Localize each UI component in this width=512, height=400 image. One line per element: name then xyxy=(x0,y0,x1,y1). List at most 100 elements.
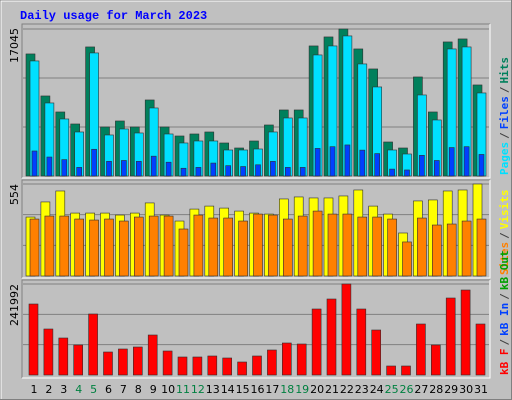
panel-bevel xyxy=(22,180,491,279)
bar xyxy=(356,308,367,376)
bar xyxy=(419,155,425,177)
x-tick-label: 21 xyxy=(325,383,339,396)
bar xyxy=(74,218,84,277)
bar xyxy=(372,216,383,277)
bar xyxy=(282,218,293,277)
bar xyxy=(404,169,410,177)
x-tick-label: 13 xyxy=(206,383,220,396)
legend-item: kB Out xyxy=(498,250,511,290)
bar xyxy=(103,351,113,376)
bar xyxy=(445,297,456,376)
bar xyxy=(192,356,203,376)
bar xyxy=(210,162,217,177)
bar xyxy=(326,298,337,376)
x-tick-label: 10 xyxy=(161,383,175,396)
bar xyxy=(147,334,158,376)
bar xyxy=(327,213,338,277)
bar xyxy=(136,161,142,177)
x-tick-label: 20 xyxy=(310,383,324,396)
x-tick-label: 17 xyxy=(265,383,279,396)
bar xyxy=(73,344,83,376)
legend: kB F / kB In / kB Out xyxy=(498,250,511,375)
bar xyxy=(281,342,292,376)
legend-item: Hits xyxy=(498,57,511,84)
legend-item: kB In xyxy=(498,303,511,336)
bar xyxy=(253,213,263,277)
bar xyxy=(238,220,248,277)
bar xyxy=(104,218,114,277)
x-tick-label: 29 xyxy=(444,383,458,396)
legend-item: kB F xyxy=(498,349,511,376)
bar xyxy=(178,228,189,277)
bar xyxy=(208,217,219,277)
bar xyxy=(446,223,457,277)
x-tick-label: 5 xyxy=(90,383,97,396)
bar xyxy=(371,329,382,376)
bar xyxy=(43,328,54,376)
bar xyxy=(44,215,55,277)
bar xyxy=(76,167,82,177)
legend-separator: / xyxy=(498,132,511,139)
bar xyxy=(177,356,188,376)
y-tick-label: 241992 xyxy=(8,284,21,326)
x-tick-label: 4 xyxy=(75,383,82,396)
panel-bevel xyxy=(21,279,490,378)
bar xyxy=(133,346,143,376)
legend-item: Pages xyxy=(498,142,511,175)
bar xyxy=(91,148,97,177)
bar xyxy=(237,361,247,376)
bar xyxy=(461,220,472,277)
bar xyxy=(195,167,202,177)
panel-bevel xyxy=(22,280,491,379)
legend-separator: / xyxy=(498,293,511,300)
x-tick-label: 6 xyxy=(105,383,112,396)
bar xyxy=(311,308,322,376)
x-tick-label: 9 xyxy=(150,383,157,396)
bar xyxy=(463,146,470,177)
x-tick-label: 16 xyxy=(251,383,265,396)
x-tick-label: 14 xyxy=(221,383,235,396)
bar xyxy=(297,215,308,277)
x-tick-label: 1 xyxy=(31,383,38,396)
bar xyxy=(150,155,157,177)
bar xyxy=(478,154,485,177)
bar xyxy=(374,153,381,177)
x-tick-label: 15 xyxy=(236,383,250,396)
bar xyxy=(223,217,233,277)
bar xyxy=(312,210,323,277)
legend-separator: / xyxy=(498,339,511,346)
bar xyxy=(28,303,39,376)
bar xyxy=(344,144,351,177)
bar xyxy=(255,164,261,177)
bar xyxy=(163,215,174,277)
bar xyxy=(284,167,291,177)
bar xyxy=(401,365,411,376)
panel-bevel xyxy=(22,24,491,179)
bar xyxy=(46,156,53,177)
bar xyxy=(106,161,112,177)
x-tick-label: 30 xyxy=(459,383,473,396)
bar xyxy=(29,218,40,277)
legend-item: Visits xyxy=(498,190,511,230)
x-tick-label: 27 xyxy=(414,383,428,396)
bar xyxy=(193,214,204,277)
bar xyxy=(134,216,144,277)
x-tick-label: 25 xyxy=(385,383,399,396)
bar xyxy=(386,365,396,376)
x-tick-label: 19 xyxy=(295,383,309,396)
bar xyxy=(89,219,99,277)
bar xyxy=(433,160,440,177)
legend-separator: / xyxy=(498,86,511,93)
bar xyxy=(402,241,412,277)
bar xyxy=(61,159,68,177)
bar xyxy=(119,220,129,277)
x-tick-label: 7 xyxy=(120,383,127,396)
bar xyxy=(387,218,397,277)
bar xyxy=(431,224,442,277)
bar xyxy=(342,213,353,277)
bar xyxy=(417,217,427,277)
bar xyxy=(268,214,278,277)
bar xyxy=(448,147,455,177)
